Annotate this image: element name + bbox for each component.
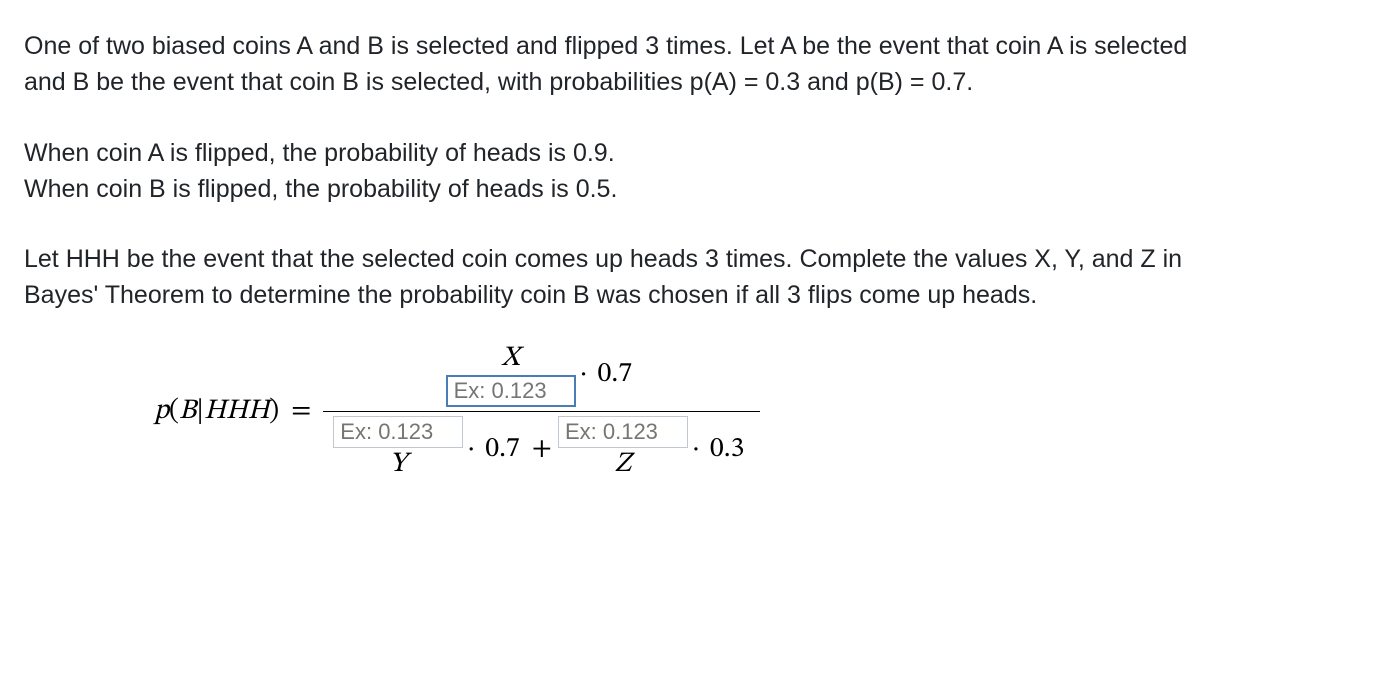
- const-0.7-den: 0.7: [479, 429, 526, 470]
- label-Z: Z: [615, 448, 632, 482]
- const-0.3-den: 0.3: [704, 429, 751, 470]
- bayes-formula: p(B|HHH) = X · 0.7 Y · 0.7 + Z · 0.3: [24, 338, 1388, 486]
- input-Z[interactable]: [558, 416, 688, 448]
- slot-X: X: [446, 342, 576, 408]
- bar-symbol: |: [196, 397, 203, 425]
- arg-HHH: HHH: [204, 397, 269, 425]
- formula-lhs: p(B|HHH): [154, 391, 279, 432]
- symbol-p: p: [154, 397, 169, 425]
- denominator: Y · 0.7 + Z · 0.3: [323, 412, 760, 486]
- paren-open: (: [169, 397, 179, 425]
- arg-B: B: [179, 397, 196, 425]
- problem-statement: One of two biased coins A and B is selec…: [24, 28, 1388, 314]
- label-Y: Y: [389, 448, 407, 482]
- paragraph-2: When coin A is flipped, the probability …: [24, 135, 1388, 208]
- para3-line1: Let HHH be the event that the selected c…: [24, 241, 1388, 277]
- numerator: X · 0.7: [436, 338, 649, 412]
- para3-line2: Bayes' Theorem to determine the probabil…: [24, 277, 1388, 313]
- plus-sign: +: [526, 429, 558, 470]
- input-X[interactable]: [446, 375, 576, 407]
- input-Y[interactable]: [333, 416, 463, 448]
- para2-line1: When coin A is flipped, the probability …: [24, 135, 1388, 171]
- para1-line1: One of two biased coins A and B is selec…: [24, 28, 1388, 64]
- slot-Y: Y: [333, 416, 463, 482]
- dot-1: ·: [576, 354, 592, 395]
- slot-Z: Z: [558, 416, 688, 482]
- dot-3: ·: [688, 429, 704, 470]
- label-X: X: [501, 342, 520, 376]
- fraction: X · 0.7 Y · 0.7 + Z · 0.3: [323, 338, 760, 486]
- para2-line2: When coin B is flipped, the probability …: [24, 171, 1388, 207]
- paragraph-3: Let HHH be the event that the selected c…: [24, 241, 1388, 314]
- para1-line2: and B be the event that coin B is select…: [24, 64, 1388, 100]
- const-0.7-num: 0.7: [592, 354, 639, 395]
- dot-2: ·: [463, 429, 479, 470]
- paragraph-1: One of two biased coins A and B is selec…: [24, 28, 1388, 101]
- paren-close: ): [269, 397, 279, 425]
- equals-sign: =: [291, 391, 311, 432]
